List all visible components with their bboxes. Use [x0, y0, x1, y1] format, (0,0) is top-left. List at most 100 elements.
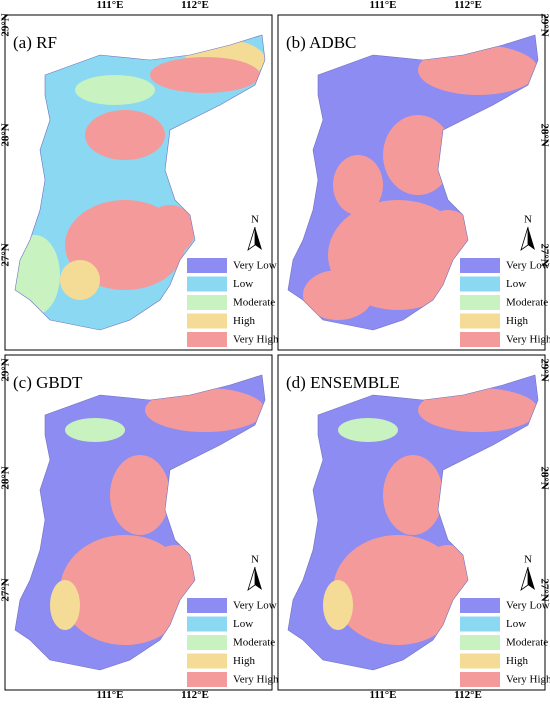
- legend-swatch: [187, 672, 227, 687]
- latitude-label: 28°N: [0, 466, 12, 489]
- map-panel: (b) ADBC N Very Low Low Moderate High Very Hig…: [277, 14, 550, 351]
- north-label: N: [524, 554, 532, 566]
- risk-zone: [303, 270, 373, 320]
- region-outline: [287, 34, 539, 331]
- latitude-label: 29°N: [0, 13, 12, 36]
- region-outline: [287, 374, 539, 671]
- legend-label: Very High: [233, 674, 279, 686]
- latitude-label: 28°N: [0, 123, 12, 146]
- risk-zone: [50, 580, 80, 630]
- legend-label: Moderate: [233, 637, 275, 649]
- latitude-label: 27°N: [538, 243, 550, 266]
- map-panel: (c) GBDT N Very Low Low Moderate High Very Hig…: [4, 354, 279, 691]
- legend-swatch: [187, 276, 227, 292]
- legend-label: Moderate: [506, 297, 548, 309]
- legend-label: High: [506, 655, 529, 667]
- risk-zone: [145, 388, 265, 432]
- risk-zone: [60, 260, 100, 300]
- latitude-label: 27°N: [0, 243, 12, 266]
- legend-swatch: [460, 295, 500, 310]
- legend-label: Very Low: [506, 260, 550, 272]
- legend-swatch: [187, 295, 227, 310]
- longitude-label: 112°E: [454, 689, 482, 701]
- legend-swatch: [460, 653, 500, 669]
- legend-label: Very High: [506, 334, 550, 346]
- longitude-label: 111°E: [96, 689, 123, 701]
- panel-title: (b) ADBC: [286, 33, 356, 52]
- legend-swatch: [187, 635, 227, 650]
- north-arrow-right: [528, 567, 535, 590]
- legend-swatch: [460, 258, 500, 273]
- region-outline: [14, 34, 266, 331]
- legend-swatch: [460, 332, 500, 347]
- risk-zone: [145, 205, 195, 255]
- legend-swatch: [460, 276, 500, 292]
- risk-zone: [338, 418, 398, 442]
- legend-swatch: [460, 616, 500, 632]
- longitude-label: 111°E: [369, 0, 396, 11]
- legend-label: Very Low: [233, 260, 277, 272]
- legend-label: Very Low: [233, 600, 277, 612]
- longitude-label: 111°E: [369, 689, 396, 701]
- risk-zone: [323, 580, 353, 630]
- legend-label: Very Low: [506, 600, 550, 612]
- legend-label: Low: [506, 278, 526, 290]
- legend-swatch: [187, 332, 227, 347]
- legend-label: Very High: [233, 334, 279, 346]
- north-label: N: [251, 554, 259, 566]
- map-panel: (a) RF N Very Low Low Moderate High Very High: [4, 14, 279, 351]
- longitude-label: 111°E: [96, 0, 123, 11]
- risk-zone: [423, 545, 473, 595]
- study-area: [15, 375, 265, 670]
- north-arrow-right: [528, 227, 535, 250]
- latitude-label: 27°N: [0, 578, 12, 601]
- legend-label: Moderate: [506, 637, 548, 649]
- legend-swatch: [187, 313, 227, 329]
- panel-title: (a) RF: [13, 33, 57, 52]
- latitude-label: 29°N: [538, 358, 550, 381]
- study-area: [288, 375, 538, 670]
- panel-title: (d) ENSEMBLE: [286, 373, 400, 392]
- legend-label: High: [233, 315, 256, 327]
- latitude-label: 29°N: [0, 358, 12, 381]
- legend-label: High: [506, 315, 529, 327]
- legend-swatch: [460, 635, 500, 650]
- legend-swatch: [460, 672, 500, 687]
- legend-swatch: [187, 616, 227, 632]
- legend-label: Very High: [506, 674, 550, 686]
- legend-label: High: [233, 655, 256, 667]
- risk-zone: [423, 210, 473, 260]
- longitude-label: 112°E: [181, 0, 209, 11]
- risk-zone: [418, 45, 538, 95]
- north-arrow-right: [255, 227, 262, 250]
- legend-swatch: [187, 598, 227, 613]
- risk-zone: [110, 455, 170, 535]
- north-label: N: [251, 214, 259, 226]
- risk-zone: [383, 455, 443, 535]
- map-panel: (d) ENSEMBLE N Very Low Low Moderate High Very…: [277, 354, 550, 691]
- risk-zone: [65, 418, 125, 442]
- latitude-label: 28°N: [538, 466, 550, 489]
- panel-title: (c) GBDT: [13, 373, 83, 392]
- legend-swatch: [460, 598, 500, 613]
- legend-label: Low: [506, 618, 526, 630]
- latitude-label: 27°N: [538, 578, 550, 601]
- latitude-label: 28°N: [538, 123, 550, 146]
- north-label: N: [524, 214, 532, 226]
- region-outline: [14, 374, 266, 671]
- legend-label: Low: [233, 618, 253, 630]
- risk-zone: [383, 115, 453, 195]
- longitude-label: 112°E: [454, 0, 482, 11]
- legend-label: Moderate: [233, 297, 275, 309]
- north-arrow-right: [255, 567, 262, 590]
- legend-swatch: [460, 313, 500, 329]
- legend-swatch: [187, 258, 227, 273]
- risk-zone: [85, 110, 165, 160]
- longitude-label: 112°E: [181, 689, 209, 701]
- risk-zone: [333, 155, 383, 215]
- risk-zone: [75, 75, 155, 105]
- legend-swatch: [187, 653, 227, 669]
- risk-zone: [150, 57, 260, 93]
- risk-zone: [418, 388, 538, 432]
